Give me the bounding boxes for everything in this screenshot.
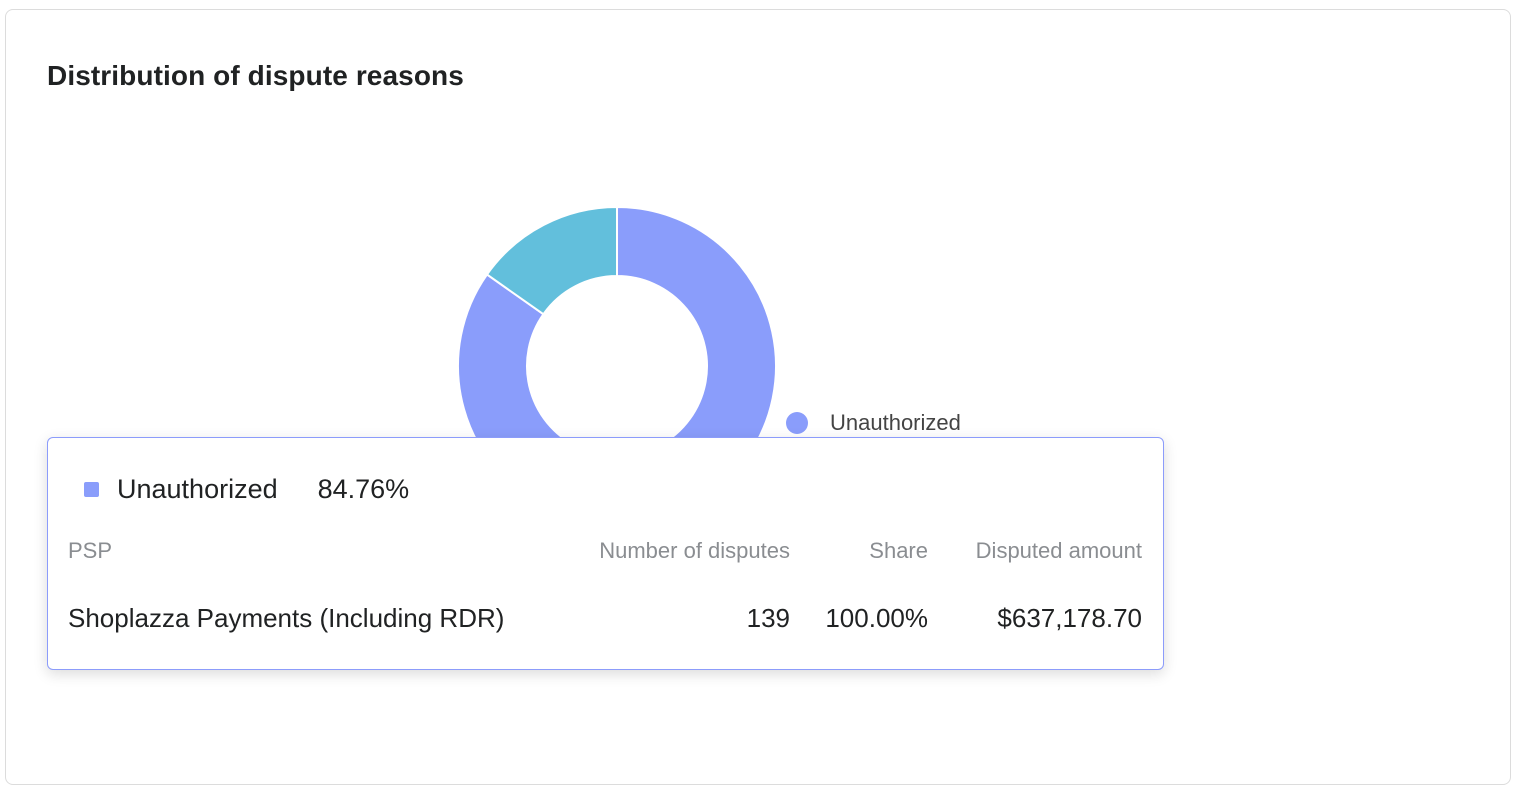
cell-disputed-amount: $637,178.70	[997, 603, 1142, 633]
chart-tooltip: Unauthorized 84.76% PSP Number of disput…	[47, 437, 1164, 670]
series-square-icon	[84, 482, 99, 497]
donut-slice-slice-1[interactable]	[485, 205, 618, 316]
legend-item-unauthorized[interactable]: Unauthorized	[786, 410, 961, 436]
tooltip-header: Unauthorized 84.76%	[84, 474, 409, 505]
legend-label: Unauthorized	[830, 410, 961, 435]
header-share: Share	[869, 538, 928, 563]
cell-number-of-disputes: 139	[746, 603, 790, 633]
cell-share: 100.00%	[825, 603, 928, 633]
header-disputed-amount: Disputed amount	[975, 538, 1142, 563]
legend-dot-icon	[786, 412, 808, 434]
cell-psp: Shoplazza Payments (Including RDR)	[68, 603, 505, 633]
chart-card: Distribution of dispute reasons Unauthor…	[5, 9, 1511, 785]
table-row: Shoplazza Payments (Including RDR) 139 1…	[68, 603, 1142, 633]
tooltip-series-name: Unauthorized	[117, 474, 278, 504]
tooltip-table: PSP Number of disputes Share Disputed am…	[68, 538, 1142, 633]
header-psp: PSP	[68, 538, 113, 563]
tooltip-percent: 84.76%	[317, 474, 410, 504]
header-number-of-disputes: Number of disputes	[599, 538, 790, 563]
tooltip-table-header: PSP Number of disputes Share Disputed am…	[68, 538, 1142, 568]
chart-title: Distribution of dispute reasons	[47, 60, 464, 91]
